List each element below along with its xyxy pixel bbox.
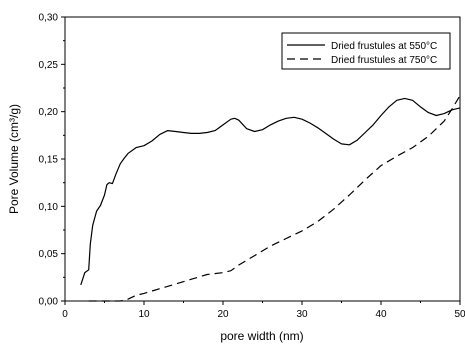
x-tick-label: 0 [62,309,68,320]
x-tick-label: 10 [138,309,150,320]
y-tick-label: 0,20 [39,107,59,118]
x-tick-label: 50 [454,309,465,320]
y-tick-label: 0,30 [39,13,59,24]
legend: Dried frustules at 550°C Dried frustules… [281,32,451,70]
y-tick-label: 0,10 [39,202,59,213]
tick-labels: 0 10 20 30 40 50 0,00 0,05 0,10 0,15 0,20 0,25 0,30 [39,13,465,321]
y-axis-title: Pore Volume (cm³/g) [7,104,21,214]
legend-label-750: Dried frustules at 750°C [331,55,437,66]
legend-label-550: Dried frustules at 550°C [331,41,437,52]
series-line-750c [88,95,461,302]
x-axis-title: pore width (nm) [220,329,303,343]
y-tick-label: 0,15 [39,155,59,166]
x-tick-label: 20 [217,309,229,320]
y-tick-label: 0,00 [39,297,59,308]
x-tick-label: 40 [375,309,387,320]
x-tick-label: 30 [296,309,308,320]
legend-box [281,32,451,70]
series-line-550c [80,97,461,286]
y-tick-label: 0,05 [39,249,59,260]
tick-marks [61,16,461,305]
data-series [80,95,461,302]
y-tick-label: 0,25 [39,60,59,71]
